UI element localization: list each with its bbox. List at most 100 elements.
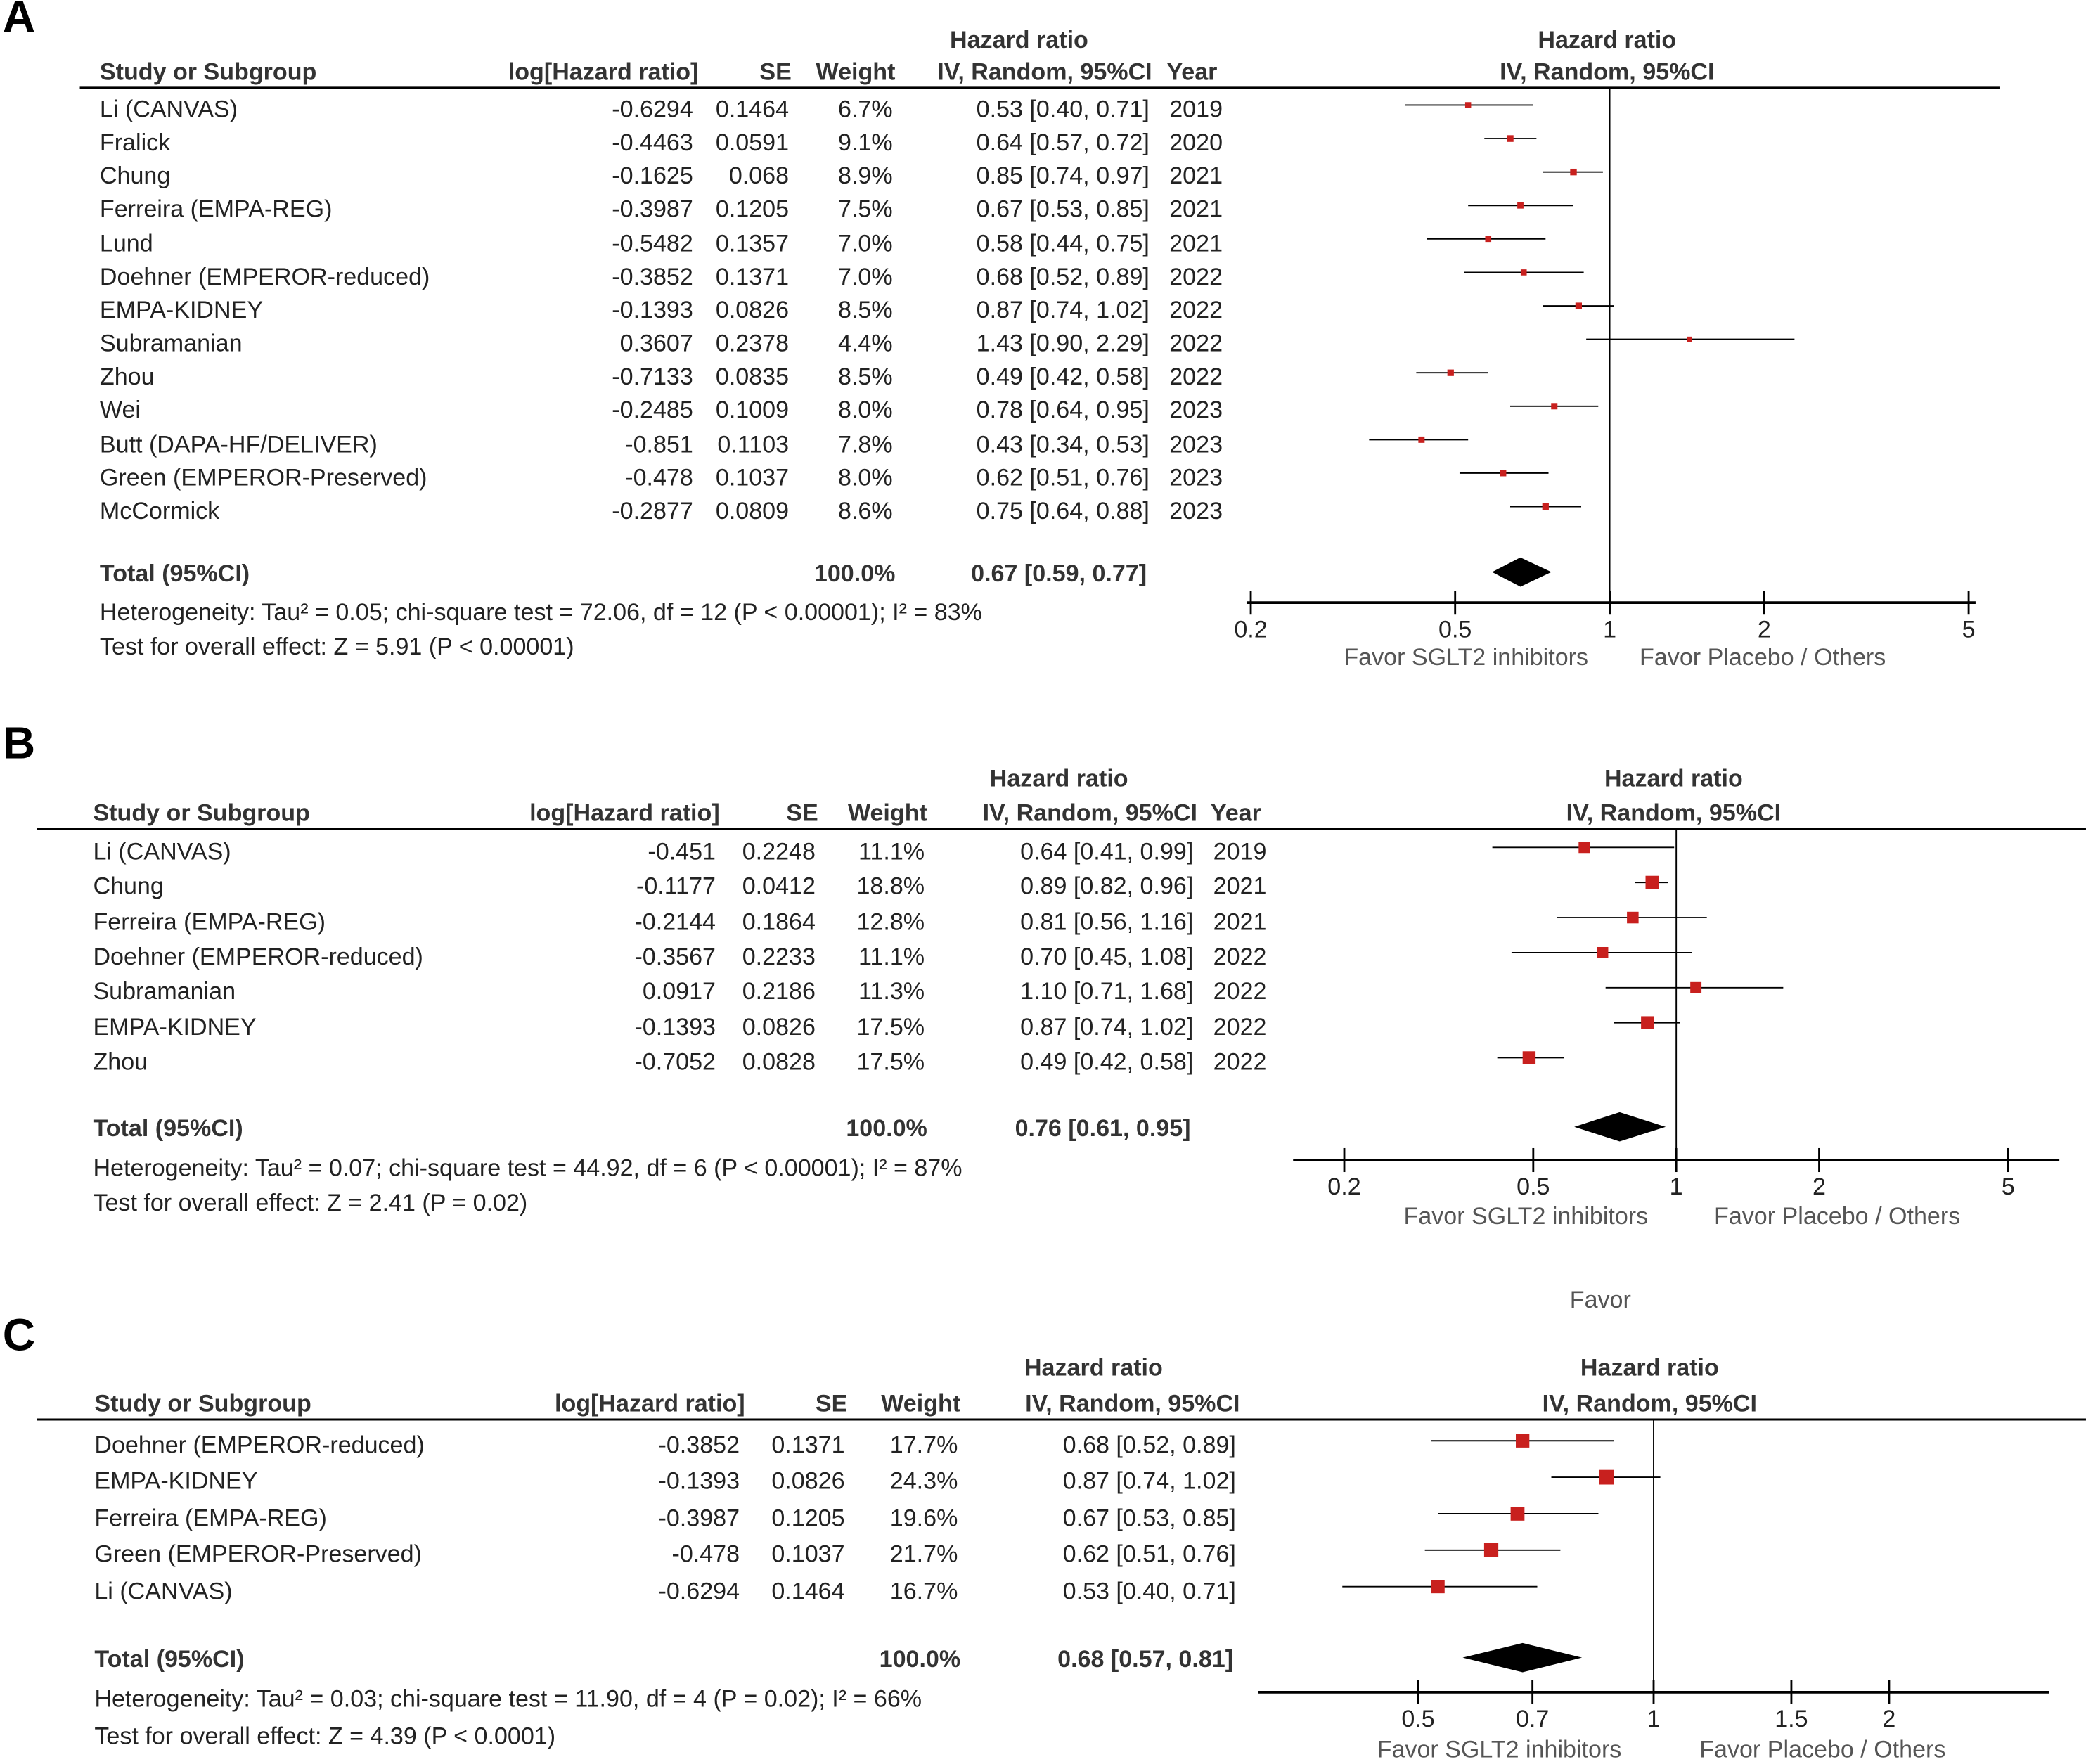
year-value: 2021	[1169, 195, 1223, 223]
header-hazard-ratio-group: Hazard ratio	[950, 26, 1088, 53]
header-weight: Weight	[816, 58, 896, 86]
x-tick-label: 1	[1603, 616, 1617, 643]
panel-label: C	[2, 1310, 36, 1361]
x-tick-label: 5	[1962, 616, 1976, 643]
favor-right-label: Favor Placebo / Others	[1699, 1736, 1946, 1763]
panel-label: A	[2, 0, 36, 43]
study-name: Li (CANVAS)	[94, 1577, 233, 1604]
header-hazard-ratio-group: Hazard ratio	[1024, 1354, 1163, 1382]
study-name: Chung	[93, 873, 164, 900]
hr-point-marker	[1641, 1016, 1654, 1029]
hr-point-marker	[1575, 302, 1582, 309]
weight-value: 17.5%	[856, 1013, 925, 1041]
se-value: 0.0826	[771, 1467, 845, 1495]
favor-left-label: Favor SGLT2 inhibitors	[1344, 643, 1589, 671]
year-value: 2021	[1169, 229, 1223, 257]
log-hr-value: -0.1393	[658, 1467, 740, 1495]
log-hr-value: -0.3852	[658, 1431, 740, 1458]
hr-ci-value: 0.64 [0.41, 0.99]	[1020, 838, 1194, 865]
hr-point-marker	[1570, 168, 1577, 176]
weight-value: 8.0%	[838, 397, 893, 424]
favor-right-label: Favor Placebo / Others	[1640, 643, 1886, 671]
log-hr-value: -0.6294	[658, 1577, 740, 1604]
x-tick-label: 2	[1813, 1173, 1826, 1200]
study-name: Subramanian	[93, 978, 236, 1005]
hr-point-marker	[1464, 102, 1472, 108]
hr-ci-value: 0.81 [0.56, 1.16]	[1020, 908, 1194, 935]
hr-point-marker	[1599, 1469, 1614, 1485]
hr-ci-value: 0.67 [0.53, 0.85]	[976, 195, 1150, 223]
weight-value: 8.0%	[838, 463, 893, 491]
weight-value: 4.4%	[838, 330, 893, 357]
x-tick-label: 0.2	[1327, 1173, 1361, 1200]
hr-ci-value: 0.68 [0.52, 0.89]	[1062, 1431, 1236, 1458]
study-name: Fralick	[99, 129, 171, 156]
header-hr-method: IV, Random, 95%CI	[982, 799, 1197, 827]
log-hr-value: -0.2877	[612, 497, 693, 524]
x-tick-label: 1.5	[1775, 1705, 1808, 1732]
header-plot-method: IV, Random, 95%CI	[1542, 1390, 1758, 1417]
year-value: 2022	[1169, 330, 1223, 357]
study-name: Ferreira (EMPA-REG)	[94, 1504, 327, 1531]
hr-ci-value: 0.62 [0.51, 0.76]	[976, 463, 1150, 491]
weight-value: 11.1%	[858, 943, 925, 970]
hr-point-marker	[1431, 1580, 1445, 1594]
year-value: 2023	[1169, 397, 1223, 424]
hr-point-marker	[1542, 503, 1549, 510]
weight-value: 12.8%	[856, 908, 925, 935]
heterogeneity-stats: Heterogeneity: Tau² = 0.05; chi-square t…	[99, 598, 982, 626]
log-hr-value: 0.0917	[642, 978, 716, 1005]
weight-value: 6.7%	[838, 96, 893, 123]
log-hr-value: -0.7052	[634, 1048, 716, 1076]
hr-point-marker	[1522, 1051, 1536, 1064]
weight-value: 7.0%	[838, 229, 893, 257]
x-tick-label: 0.5	[1401, 1705, 1435, 1732]
header-study: Study or Subgroup	[99, 58, 317, 86]
total-label: Total (95%CI)	[94, 1645, 245, 1673]
se-value: 0.068	[728, 162, 790, 190]
hr-point-marker	[1418, 436, 1425, 443]
pooled-estimate-diamond	[1574, 1112, 1666, 1142]
hr-ci-value: 0.75 [0.64, 0.88]	[976, 497, 1150, 524]
weight-value: 8.9%	[838, 162, 893, 190]
hr-point-marker	[1517, 202, 1524, 209]
hr-ci-value: 0.87 [0.74, 1.02]	[1020, 1013, 1194, 1041]
overall-effect-test: Test for overall effect: Z = 2.41 (P = 0…	[93, 1189, 528, 1216]
x-tick-label: 1	[1669, 1173, 1683, 1200]
study-name: Zhou	[99, 363, 155, 390]
favor-left-label: Favor SGLT2 inhibitors	[1403, 1202, 1649, 1230]
log-hr-value: -0.851	[625, 430, 693, 457]
se-value: 0.0826	[715, 296, 790, 323]
se-value: 0.1205	[771, 1504, 845, 1531]
weight-value: 7.5%	[838, 195, 893, 223]
header-plot-group: Hazard ratio	[1604, 765, 1743, 792]
year-value: 2022	[1169, 296, 1223, 323]
se-value: 0.0826	[742, 1013, 816, 1041]
study-name: Doehner (EMPEROR-reduced)	[94, 1431, 425, 1458]
total-label: Total (95%CI)	[99, 560, 250, 587]
header-plot-group: Hazard ratio	[1580, 1354, 1719, 1382]
weight-value: 9.1%	[838, 129, 893, 156]
study-name: EMPA-KIDNEY	[99, 296, 264, 323]
weight-value: 11.1%	[858, 838, 925, 865]
year-value: 2021	[1213, 873, 1267, 900]
study-name: Green (EMPEROR-Preserved)	[99, 463, 427, 491]
x-tick-label: 1	[1647, 1705, 1661, 1732]
se-value: 0.2378	[715, 330, 790, 357]
total-weight: 100.0%	[879, 1645, 961, 1673]
hr-ci-value: 0.68 [0.52, 0.89]	[976, 263, 1150, 290]
log-hr-value: -0.478	[625, 463, 693, 491]
header-plot-method: IV, Random, 95%CI	[1566, 799, 1782, 827]
year-value: 2023	[1169, 497, 1223, 524]
hr-point-marker	[1520, 269, 1527, 276]
weight-value: 24.3%	[889, 1467, 958, 1495]
hr-ci-value: 0.49 [0.42, 0.58]	[1020, 1048, 1194, 1076]
x-tick-label: 0.7	[1515, 1705, 1550, 1732]
hr-ci-value: 0.87 [0.74, 1.02]	[976, 296, 1150, 323]
pooled-estimate-diamond	[1492, 557, 1552, 587]
hr-ci-value: 1.43 [0.90, 2.29]	[976, 330, 1150, 357]
weight-value: 11.3%	[858, 978, 925, 1005]
year-value: 2022	[1169, 363, 1223, 390]
